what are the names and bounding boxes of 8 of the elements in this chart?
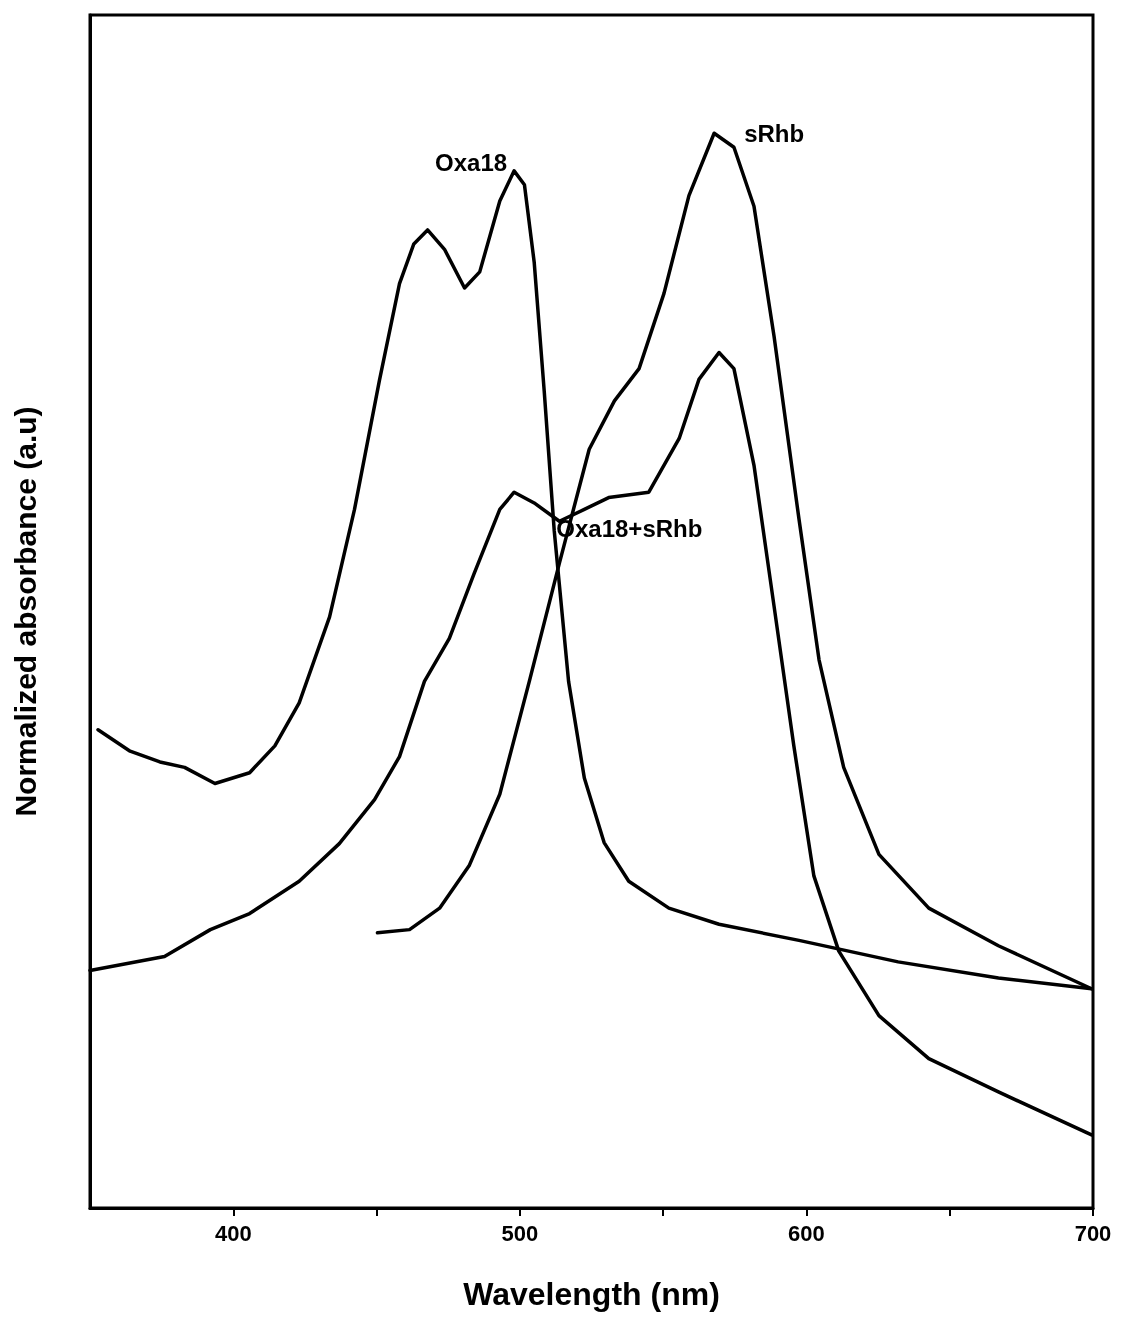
series-label: Oxa18 xyxy=(435,149,508,177)
x-tick-label: 600 xyxy=(788,1220,825,1246)
series-label: sRhb xyxy=(744,119,805,147)
y-axis-title: Normalized absorbance (a.u) xyxy=(8,406,42,817)
x-tick-label: 500 xyxy=(501,1220,539,1246)
x-tick-label: 700 xyxy=(1074,1220,1112,1246)
x-tick-label: 400 xyxy=(214,1220,252,1246)
x-axis-title: Wavelength (nm) xyxy=(463,1276,720,1312)
